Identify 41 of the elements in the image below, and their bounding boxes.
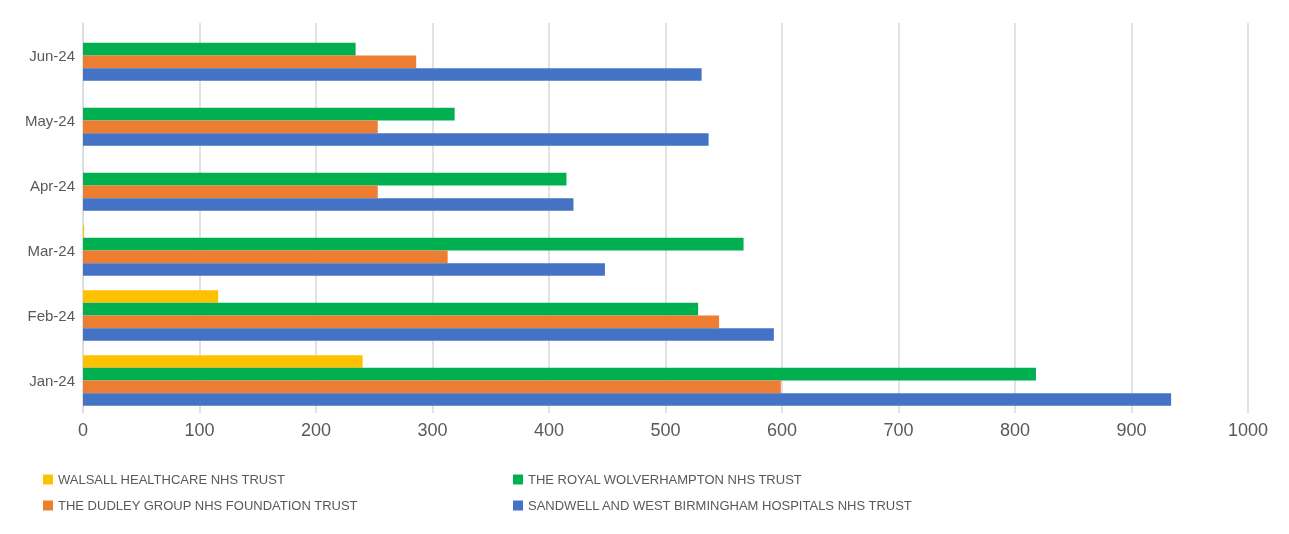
x-tick-label: 0 (77, 420, 89, 440)
x-tick-label: 500 (650, 420, 681, 440)
x-tick-label: 200 (300, 420, 332, 440)
x-tick-label: 800 (999, 420, 1031, 440)
x-tick-label: 600 (766, 420, 798, 440)
legend-label: THE ROYAL WOLVERHAMPTON NHS TRUST (528, 472, 802, 487)
bar (83, 250, 448, 264)
bar (83, 172, 567, 186)
bar (83, 107, 455, 121)
bar (83, 198, 574, 211)
bar (83, 355, 363, 368)
x-tick-label: 400 (533, 420, 565, 440)
legend-label: SANDWELL AND WEST BIRMINGHAM HOSPITALS NHS TRUST (528, 498, 912, 513)
bar (83, 237, 744, 251)
bar (83, 328, 774, 341)
y-tick-label: Mar-24 (27, 242, 75, 259)
x-tick-label: 300 (417, 420, 448, 440)
bar (83, 55, 417, 69)
y-tick-label: Jan-24 (29, 372, 75, 389)
y-tick-label: Jun-24 (29, 47, 75, 64)
bar (83, 185, 378, 199)
bar (83, 302, 699, 316)
x-tick-label: 900 (1116, 420, 1147, 440)
bar (83, 133, 709, 146)
bar (83, 380, 781, 394)
y-tick-label: May-24 (24, 112, 75, 129)
bar (83, 68, 702, 81)
bar (83, 120, 378, 134)
bar (83, 315, 720, 329)
bar (83, 263, 605, 276)
legend-label: THE DUDLEY GROUP NHS FOUNDATION TRUST (58, 498, 358, 513)
bar (83, 42, 356, 56)
bar (83, 290, 219, 303)
x-tick-label: 1000 (1227, 420, 1269, 440)
bar (83, 393, 1172, 406)
y-tick-label: Feb-24 (27, 307, 75, 324)
bar (83, 367, 1036, 381)
legend-label: WALSALL HEALTHCARE NHS TRUST (58, 472, 285, 487)
x-tick-label: 700 (883, 420, 914, 440)
x-tick-label: 100 (184, 420, 215, 440)
y-tick-label: Apr-24 (29, 177, 75, 194)
